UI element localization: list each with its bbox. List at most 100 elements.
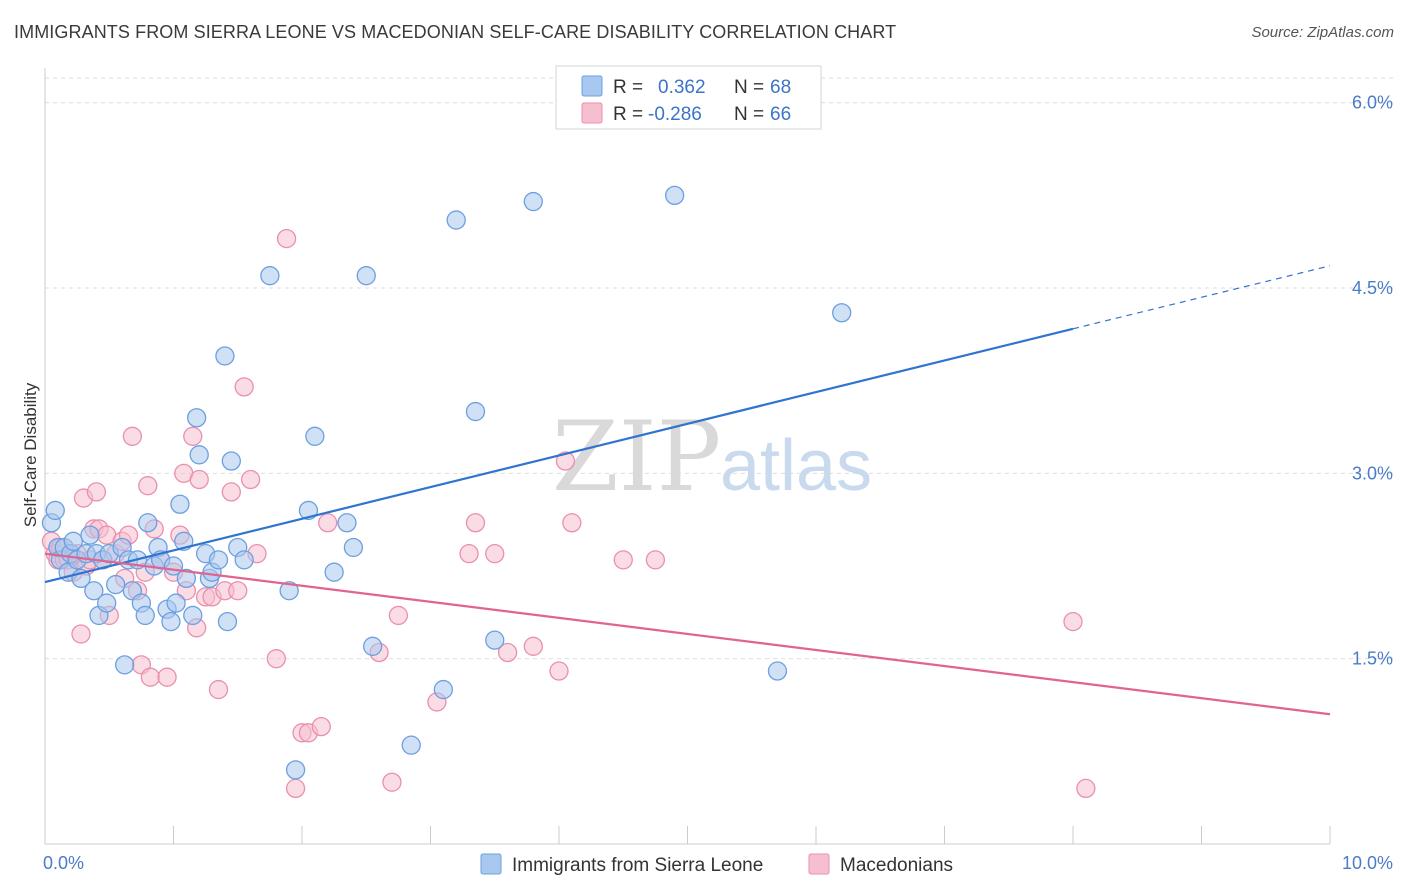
macedonians-trend-line	[44, 552, 1331, 716]
macedonians-point-61	[497, 642, 518, 663]
sierra-leone-point-65	[665, 185, 685, 206]
sierra-leone-point-51	[285, 760, 306, 780]
macedonians-point-59	[465, 513, 486, 533]
sierra-leone-point-36	[176, 568, 197, 589]
sierra-leone-point-11	[80, 525, 100, 545]
sierra-leone-point-25	[135, 605, 155, 626]
macedonians-point-65	[562, 513, 582, 533]
y-tick-label-0: 1.5%	[1352, 649, 1393, 669]
macedonians-point-37	[189, 469, 209, 490]
macedonians-point-13	[86, 482, 107, 502]
sierra-leone-point-58	[363, 636, 383, 656]
macedonians-point-58	[459, 544, 479, 564]
sierra-leone-point-16	[97, 593, 117, 613]
macedonians-point-42	[221, 482, 241, 502]
stats-legend-r-label-pink: R =	[613, 104, 643, 125]
macedonians-point-8	[71, 624, 91, 644]
sierra-leone-point-34	[170, 494, 190, 514]
sierra-leone-point-44	[215, 346, 235, 366]
macedonians-point-52	[311, 716, 331, 737]
y-tick-label-1: 3.0%	[1352, 463, 1393, 483]
sierra-leone-point-33	[166, 593, 186, 613]
stats-legend-swatch-pink	[581, 102, 603, 124]
sierra-leone-point-67	[832, 303, 852, 323]
series-legend-swatch-blue	[480, 853, 502, 875]
macedonians-point-30	[157, 667, 177, 687]
sierra-leone-point-38	[186, 408, 207, 428]
macedonians-point-62	[523, 636, 543, 656]
tick-labels: 1.5% 3.0% 4.5% 6.0% 0.0% 10.0%	[43, 93, 1393, 873]
macedonians-point-56	[388, 605, 409, 626]
sierra-leone-point-64	[523, 191, 543, 212]
sierra-leone-point-1	[45, 500, 65, 521]
sierra-leone-point-55	[337, 513, 357, 533]
macedonians-point-48	[276, 228, 297, 249]
sierra-leone-point-54	[324, 562, 344, 582]
macedonians-point-27	[140, 667, 161, 687]
macedonians-point-63	[549, 661, 569, 681]
stats-legend-n-label-blue: N =	[734, 77, 764, 98]
macedonians-point-26	[138, 476, 158, 496]
macedonians-point-67	[645, 550, 666, 570]
macedonians-point-64	[555, 451, 576, 471]
macedonians-point-68	[1063, 611, 1083, 632]
stats-legend-r-value-pink: -0.286	[648, 104, 702, 125]
trend-lines	[44, 265, 1331, 716]
macedonians-point-45	[240, 469, 261, 490]
y-tick-label-2: 4.5%	[1352, 278, 1393, 298]
sierra-leone-point-53	[305, 426, 325, 446]
series-legend-swatch-pink	[808, 853, 830, 875]
chart-source: Source: ZipAtlas.com	[1251, 24, 1394, 41]
macedonians-point-35	[183, 426, 203, 446]
macedonians-point-49	[285, 778, 306, 799]
series-legend-label-blue: Immigrants from Sierra Leone	[512, 855, 763, 876]
y-axis-title: Self-Care Disability	[21, 382, 40, 527]
sierra-leone-point-48	[234, 550, 254, 570]
sierra-leone-point-66	[767, 661, 788, 681]
stats-legend-n-label-pink: N =	[734, 104, 764, 125]
macedonians-point-44	[234, 377, 254, 397]
macedonians-point-66	[613, 550, 633, 570]
axes	[44, 68, 1331, 845]
series-legend-label-pink: Macedonians	[840, 855, 953, 876]
macedonians-point-53	[318, 513, 338, 533]
stats-legend-n-value-blue: 68	[770, 77, 791, 98]
x-tick-label-1: 10.0%	[1342, 853, 1393, 873]
stats-legend-r-value-blue: 0.362	[658, 77, 706, 98]
sierra-leone-point-60	[433, 679, 454, 700]
sierra-leone-point-26	[138, 513, 158, 533]
sierra-leone-point-31	[161, 611, 181, 632]
macedonians-point-55	[382, 772, 402, 792]
sierra-leone-trend-extension	[1072, 265, 1331, 330]
sierra-leone-point-63	[485, 630, 505, 650]
sierra-leone-point-37	[183, 605, 203, 626]
sierra-leone-point-52	[298, 500, 319, 521]
stats-legend: R = 0.362 N = 68 R = -0.286 N = 66	[555, 65, 822, 130]
macedonians-point-22	[122, 426, 143, 446]
stats-legend-swatch-blue	[581, 75, 603, 97]
stats-legend-n-value-pink: 66	[770, 104, 791, 125]
sierra-leone-point-59	[401, 735, 421, 755]
macedonians-point-40	[208, 679, 229, 700]
stats-legend-r-label-blue: R =	[613, 77, 643, 98]
sierra-leone-point-46	[221, 451, 241, 471]
chart-title: IMMIGRANTS FROM SIERRA LEONE VS MACEDONI…	[14, 22, 897, 42]
sierra-leone-point-61	[446, 210, 466, 230]
sierra-leone-point-7	[63, 531, 83, 551]
sierra-leone-points	[41, 185, 852, 780]
sierra-leone-point-43	[208, 550, 229, 570]
sierra-leone-point-12	[84, 581, 104, 601]
sierra-leone-trend-line	[44, 327, 1074, 584]
macedonians-point-47	[266, 649, 286, 669]
sierra-leone-point-56	[343, 537, 364, 558]
sierra-leone-point-62	[465, 401, 486, 422]
sierra-leone-point-39	[189, 445, 209, 465]
series-legend: Immigrants from Sierra Leone Macedonians	[480, 853, 953, 876]
sierra-leone-point-57	[356, 266, 376, 286]
sierra-leone-point-45	[217, 611, 238, 632]
y-tick-label-3: 6.0%	[1352, 93, 1393, 113]
macedonians-point-69	[1076, 778, 1096, 799]
grid-lines	[45, 77, 1394, 660]
macedonians-points	[41, 228, 1096, 799]
